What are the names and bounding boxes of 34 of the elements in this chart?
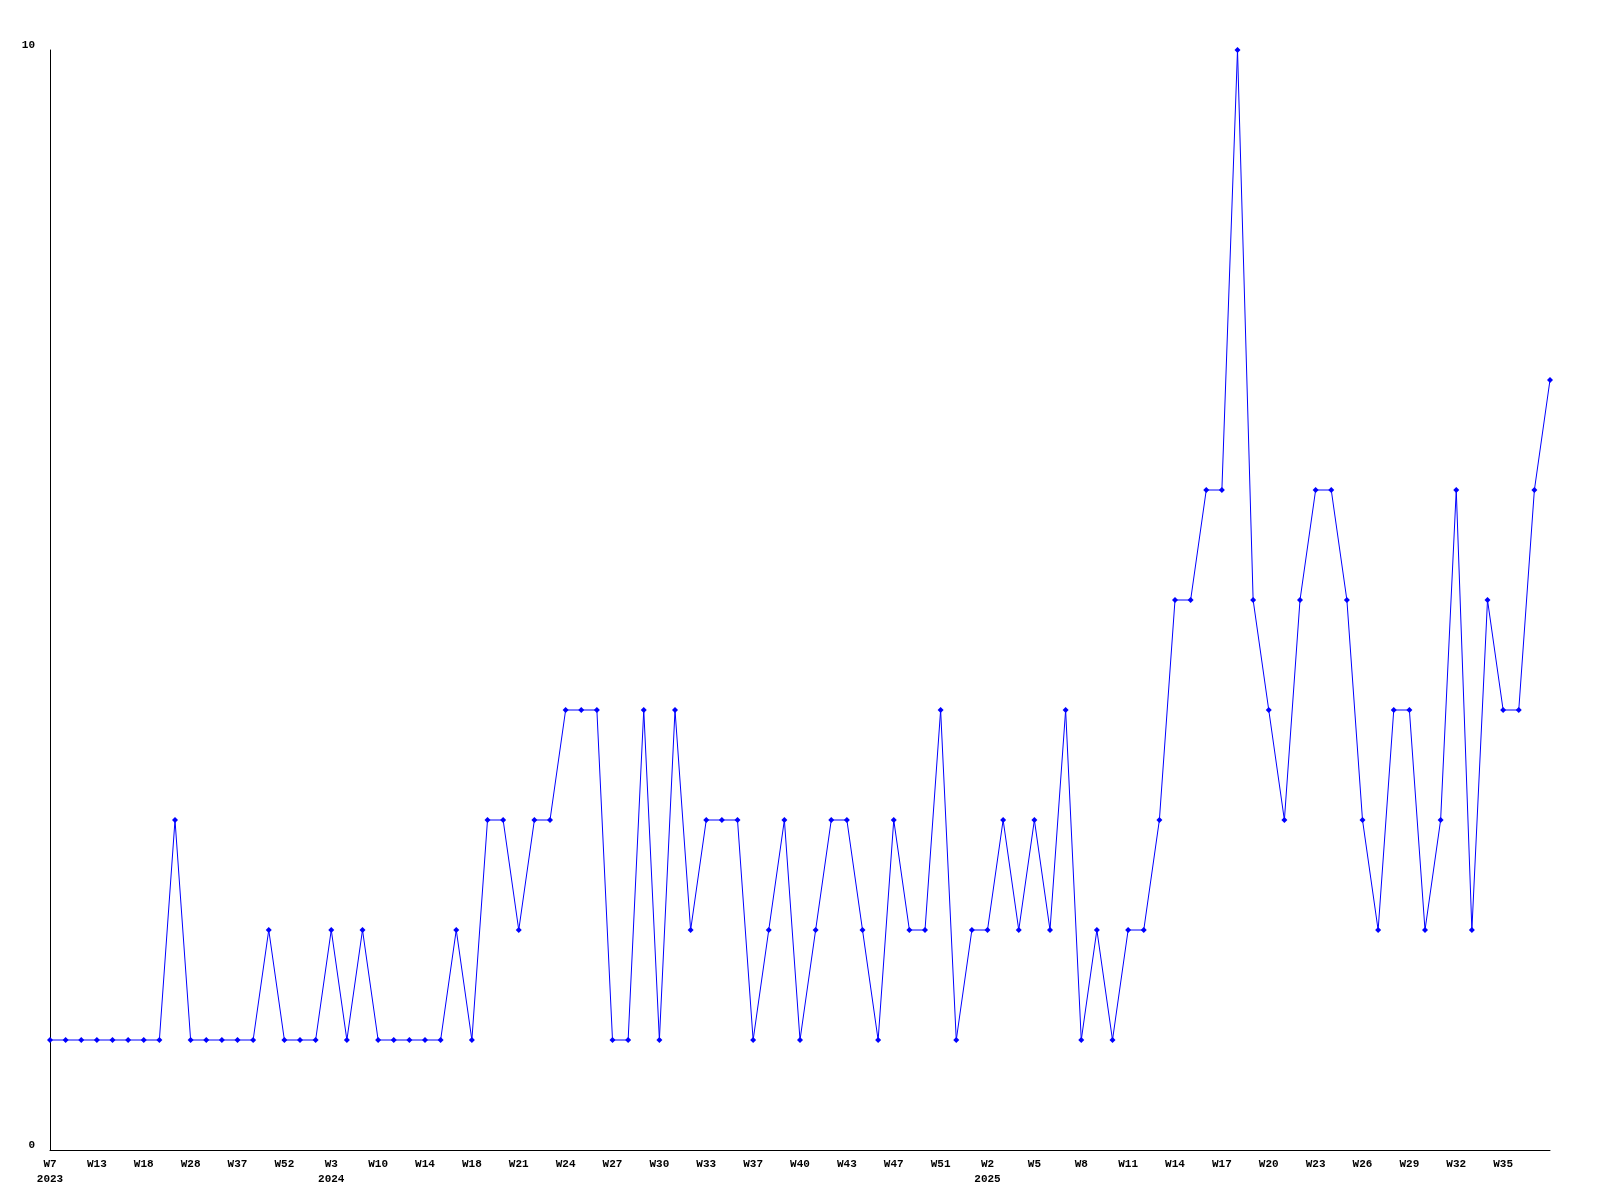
x-tick-label: W21 [508, 1157, 530, 1170]
x-tick-label: W18 [461, 1157, 483, 1170]
x-tick-label: W29 [1399, 1157, 1420, 1170]
x-tick-label: W26 [1352, 1157, 1373, 1170]
x-tick-label: W28 [180, 1157, 201, 1170]
x-tick-label: W14 [1165, 1157, 1186, 1170]
x-tick-label: W2 2025 [974, 1157, 1002, 1185]
x-tick-label: W51 [930, 1157, 951, 1170]
x-tick-label: W40 [790, 1157, 810, 1170]
x-tick-label: W13 [86, 1157, 108, 1170]
x-tick-label: W3 2024 [318, 1157, 345, 1185]
x-tick-label: W33 [696, 1157, 717, 1170]
x-tick-label: W5 [1027, 1157, 1042, 1170]
x-tick-label: W37 [743, 1157, 764, 1170]
x-tick-label: W52 [274, 1157, 295, 1170]
x-tick-label: W20 [1258, 1157, 1279, 1170]
x-tick-label: W24 [555, 1157, 576, 1170]
x-tick-label: W37 [227, 1157, 248, 1170]
x-tick-label: W17 [1211, 1157, 1232, 1170]
y-tick-label: 10 [21, 38, 35, 51]
x-tick-label: W10 [368, 1157, 389, 1170]
x-tick-label: W8 [1074, 1157, 1089, 1170]
x-tick-label: W30 [649, 1157, 670, 1170]
x-tick-label: W23 [1305, 1157, 1326, 1170]
x-tick-label: W43 [836, 1157, 858, 1170]
x-tick-label: W32 [1446, 1157, 1467, 1170]
x-tick-label: W11 [1118, 1157, 1139, 1170]
x-tick-label: W14 [415, 1157, 436, 1170]
x-tick-label: W7 2023 [36, 1157, 64, 1185]
x-tick-label: W47 [883, 1157, 904, 1170]
x-tick-label: W35 [1493, 1157, 1514, 1170]
y-tick-label: 0 [28, 1138, 35, 1151]
x-tick-label: W27 [602, 1157, 623, 1170]
x-tick-label: W18 [133, 1157, 155, 1170]
